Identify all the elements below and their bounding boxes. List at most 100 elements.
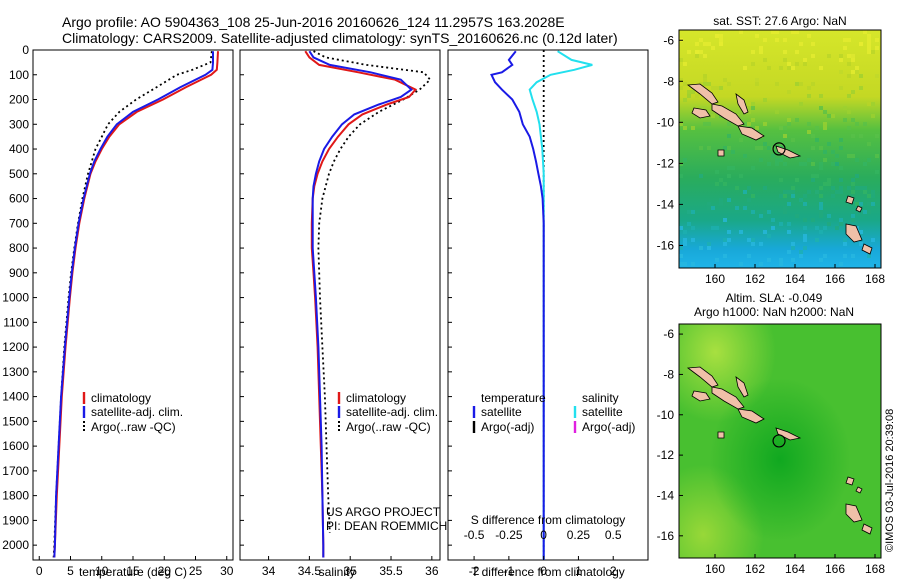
sst-pixel	[747, 122, 751, 126]
sla-map	[679, 324, 881, 558]
island-choiseul	[686, 83, 719, 105]
sst-pixel	[871, 194, 875, 198]
sst-pixel	[843, 254, 847, 258]
x-tick-label: 35	[344, 564, 358, 578]
sst-pixel	[847, 54, 851, 58]
sst-pixel	[779, 158, 783, 162]
sst-pixel	[727, 174, 731, 178]
sst-pixel	[799, 198, 803, 202]
sst-pixel	[803, 58, 807, 62]
sst-pixel	[699, 106, 703, 110]
sst-pixel	[811, 134, 815, 138]
sst-pixel	[723, 218, 727, 222]
legend-salinity-heading: salinity	[582, 391, 619, 405]
sst-pixel	[811, 54, 815, 58]
sst-speckle	[679, 30, 879, 266]
depth-tick-label: 800	[9, 241, 29, 255]
sst-pixel	[795, 50, 799, 54]
s-difference-xlabel: S difference from climatology	[471, 513, 626, 527]
sst-pixel	[739, 262, 743, 266]
project-annotation-line2: PI: DEAN ROEMMICH	[326, 519, 447, 533]
s-tick-label: 0.5	[605, 528, 622, 542]
sst-pixel	[691, 210, 695, 214]
sst-pixel	[867, 202, 871, 206]
x-tick-label: -2	[469, 564, 480, 578]
sst-map-title: sat. SST: 27.6 Argo: NaN	[713, 14, 846, 28]
sst-pixel	[819, 194, 823, 198]
map-y-tick-label: -6	[663, 327, 674, 341]
sst-pixel	[763, 210, 767, 214]
temperature-line-argo-raw-qc	[52, 51, 213, 558]
island-rennell	[717, 431, 725, 439]
sst-pixel	[851, 214, 855, 218]
sst-pixel	[743, 190, 747, 194]
island-rennell	[717, 149, 725, 157]
sst-pixel	[787, 250, 791, 254]
depth-tick-label: 1700	[2, 464, 29, 478]
sst-pixel	[819, 186, 823, 190]
sst-pixel	[783, 206, 787, 210]
legend-label-satellite: satellite-adj. clim.	[346, 405, 438, 419]
sst-pixel	[771, 226, 775, 230]
sst-pixel	[867, 142, 871, 146]
sst-pixel	[759, 214, 763, 218]
sst-pixel	[715, 170, 719, 174]
legend-label-s-satellite: satellite	[582, 405, 623, 419]
sst-pixel	[867, 38, 871, 42]
temperature-panel	[32, 49, 234, 561]
sst-pixel	[843, 118, 847, 122]
sst-pixel	[739, 230, 743, 234]
sst-pixel	[859, 242, 863, 246]
sst-pixel	[763, 142, 767, 146]
sst-pixel	[775, 110, 779, 114]
sst-pixel	[807, 94, 811, 98]
sst-pixel	[807, 34, 811, 38]
sst-pixel	[839, 178, 843, 182]
sst-pixel	[707, 42, 711, 46]
sst-pixel	[755, 34, 759, 38]
sst-pixel	[687, 210, 691, 214]
sst-pixel	[683, 242, 687, 246]
sst-pixel	[691, 126, 695, 130]
sst-pixel	[695, 42, 699, 46]
sst-pixel	[851, 134, 855, 138]
sst-pixel	[827, 114, 831, 118]
x-tick-label: 15	[126, 564, 140, 578]
sst-pixel	[859, 230, 863, 234]
sst-pixel	[819, 106, 823, 110]
sst-pixel	[851, 154, 855, 158]
sst-pixel	[747, 254, 751, 258]
difference-panel	[447, 49, 649, 561]
sst-pixel	[735, 186, 739, 190]
map-y-tick-label: -14	[657, 197, 675, 211]
sst-pixel	[787, 122, 791, 126]
sst-pixel	[751, 210, 755, 214]
sst-pixel	[863, 190, 867, 194]
sst-pixel	[867, 102, 871, 106]
sst-pixel	[703, 54, 707, 58]
sst-pixel	[839, 58, 843, 62]
sst-pixel	[747, 110, 751, 114]
sst-pixel	[863, 162, 867, 166]
sst-pixel	[819, 94, 823, 98]
sst-pixel	[839, 54, 843, 58]
sst-pixel	[679, 246, 683, 250]
sst-pixel	[847, 186, 851, 190]
sst-pixel	[711, 114, 715, 118]
map-y-tick-label: -8	[663, 367, 674, 381]
temperature-legend: climatology satellite-adj. clim. Argo(..…	[82, 391, 183, 434]
sst-pixel	[779, 178, 783, 182]
sst-pixel	[807, 158, 811, 162]
sst-pixel	[755, 82, 759, 86]
sst-pixel	[687, 94, 691, 98]
sst-pixel	[683, 62, 687, 66]
x-tick-label: 5	[67, 564, 74, 578]
x-tick-label: 2	[610, 564, 617, 578]
island-vanuatu-malakula	[861, 523, 873, 535]
sst-pixel	[699, 38, 703, 42]
sst-pixel	[791, 190, 795, 194]
sst-pixel	[843, 106, 847, 110]
sst-pixel	[871, 102, 875, 106]
sst-pixel	[679, 226, 683, 230]
sst-pixel	[851, 118, 855, 122]
